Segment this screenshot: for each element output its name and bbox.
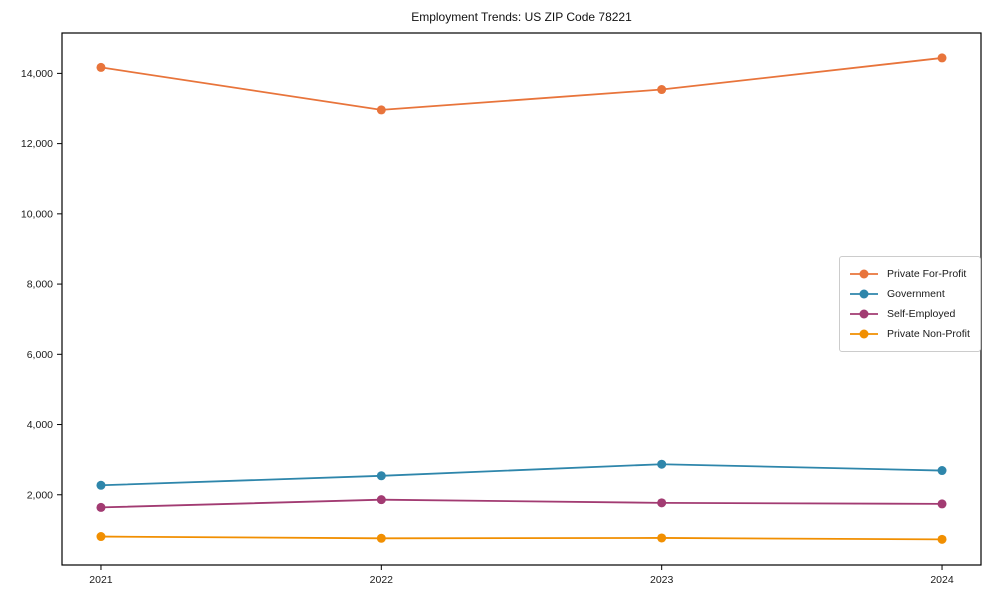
- data-point-private-non-profit-2022: [376, 533, 386, 543]
- legend-line-marker-icon: [850, 329, 878, 339]
- data-point-private-for-profit-2024: [937, 53, 947, 63]
- series-line-private-for-profit: [100, 57, 943, 111]
- series-private-non-profit: [96, 532, 947, 544]
- data-point-private-non-profit-2021: [96, 532, 106, 542]
- data-point-government-2024: [937, 466, 947, 476]
- data-point-private-non-profit-2023: [657, 533, 667, 543]
- legend-label: Self-Employed: [887, 308, 956, 320]
- series-private-for-profit: [96, 53, 947, 115]
- y-tick-label: 12,000: [21, 138, 53, 150]
- data-point-government-2021: [96, 480, 106, 490]
- legend-item-self-employed: Self-Employed: [849, 304, 971, 324]
- data-point-private-for-profit-2023: [657, 85, 667, 95]
- plot-border: [61, 32, 982, 566]
- x-tick-label: 2021: [89, 574, 113, 586]
- legend: Private For-Profit Government Self-Emplo…: [839, 256, 981, 352]
- x-tick-label: 2022: [370, 574, 394, 586]
- data-point-government-2023: [657, 459, 667, 469]
- legend-line-marker-icon: [850, 289, 878, 299]
- data-point-government-2022: [376, 471, 386, 481]
- series-line-private-non-profit: [100, 535, 943, 541]
- data-point-self-employed-2022: [376, 495, 386, 505]
- legend-item-government: Government: [849, 284, 971, 304]
- y-tick-label: 8,000: [27, 279, 53, 291]
- y-axis: [57, 72, 62, 496]
- series-line-self-employed: [100, 498, 943, 509]
- legend-item-private-for-profit: Private For-Profit: [849, 264, 971, 284]
- x-tick-label: 2024: [930, 574, 954, 586]
- x-tick-label: 2023: [650, 574, 674, 586]
- data-point-private-non-profit-2024: [937, 534, 947, 544]
- legend-label: Government: [887, 288, 945, 300]
- series-line-government: [100, 463, 943, 487]
- data-point-self-employed-2021: [96, 502, 106, 512]
- data-point-private-for-profit-2022: [376, 105, 386, 115]
- legend-item-private-non-profit: Private Non-Profit: [849, 324, 971, 344]
- y-tick-label: 6,000: [27, 349, 53, 361]
- chart-title: Employment Trends: US ZIP Code 78221: [411, 10, 632, 24]
- series-government: [96, 459, 947, 490]
- data-point-self-employed-2023: [657, 498, 667, 508]
- y-tick-label: 10,000: [21, 208, 53, 220]
- legend-label: Private Non-Profit: [887, 328, 970, 340]
- y-tick-label: 2,000: [27, 489, 53, 501]
- x-axis: [100, 565, 943, 570]
- data-point-self-employed-2024: [937, 499, 947, 509]
- data-point-private-for-profit-2021: [96, 62, 106, 72]
- series-self-employed: [96, 495, 947, 512]
- y-tick-label: 14,000: [21, 68, 53, 80]
- legend-label: Private For-Profit: [887, 268, 967, 280]
- legend-line-marker-icon: [850, 269, 878, 279]
- y-tick-label: 4,000: [27, 419, 53, 431]
- legend-line-marker-icon: [850, 309, 878, 319]
